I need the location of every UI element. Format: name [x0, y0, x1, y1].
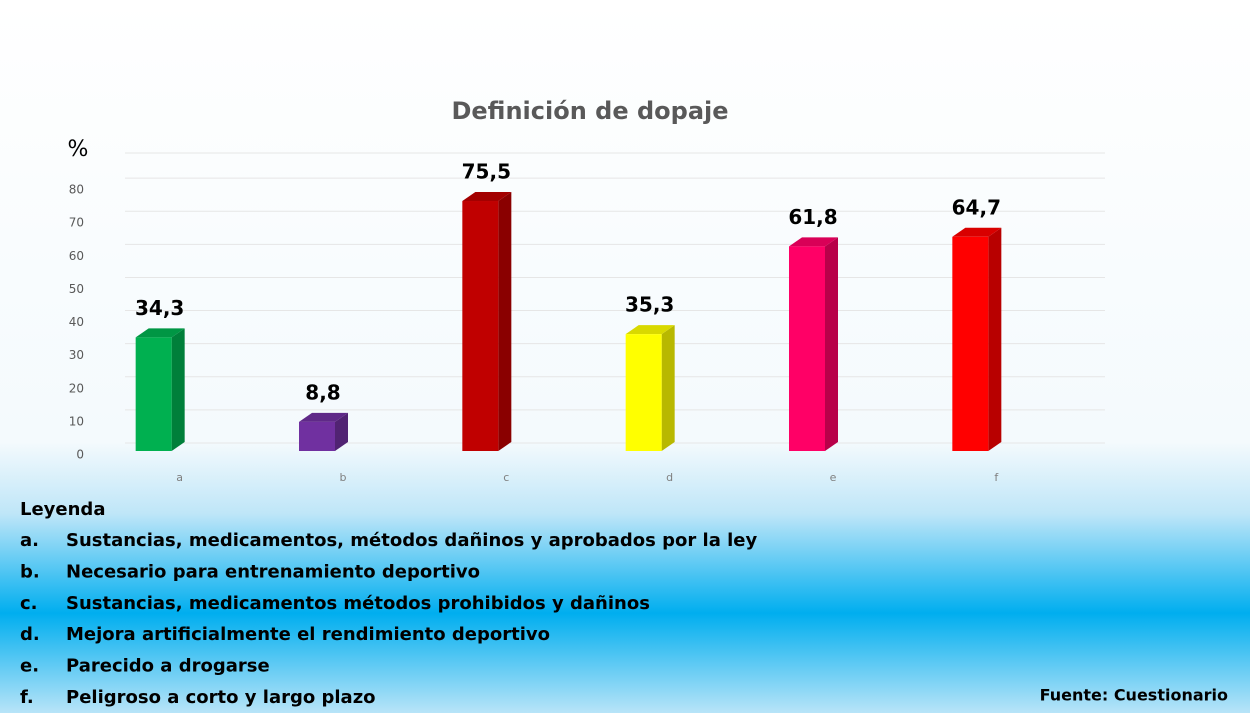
- legend-text: Sustancias, medicamentos métodos prohibi…: [66, 593, 650, 614]
- y-axis-label: %: [68, 137, 89, 162]
- x-tick-label: e: [830, 471, 837, 484]
- y-tick-label: 40: [69, 315, 84, 329]
- bar: [299, 421, 335, 451]
- data-label: 61,8: [788, 205, 837, 229]
- legend-text: Mejora artificialmente el rendimiento de…: [66, 624, 550, 645]
- bar: [789, 246, 825, 451]
- legend-key: d.: [20, 624, 40, 645]
- data-label: 64,7: [952, 195, 1001, 219]
- y-tick-label: 10: [69, 414, 84, 428]
- bar-top: [789, 237, 838, 247]
- bar: [952, 236, 989, 451]
- bar-top: [462, 192, 512, 202]
- y-tick-label: 80: [69, 183, 84, 197]
- bar-top: [625, 325, 675, 335]
- legend-key: c.: [20, 593, 38, 614]
- source: Fuente: Cuestionario: [1040, 686, 1228, 705]
- data-label: 75,5: [462, 160, 511, 184]
- legend-text: Necesario para entrenamiento deportivo: [66, 561, 480, 582]
- legend-title: Leyenda: [20, 499, 105, 520]
- data-label: 35,3: [625, 293, 674, 317]
- data-label: 8,8: [305, 380, 340, 404]
- legend-key: e.: [20, 656, 39, 677]
- y-tick-label: 70: [69, 216, 84, 230]
- bar-side: [661, 325, 675, 451]
- legend-key: f.: [20, 687, 34, 708]
- y-tick-label: 20: [69, 381, 84, 395]
- legend-text: Parecido a drogarse: [66, 656, 270, 677]
- bar: [135, 337, 172, 451]
- x-tick-label: f: [994, 471, 999, 484]
- legend-key: b.: [20, 561, 40, 582]
- x-tick-label: b: [340, 471, 347, 484]
- bar-side: [988, 227, 1002, 451]
- y-tick-label: 50: [69, 282, 84, 296]
- bar: [625, 334, 662, 451]
- data-label: 34,3: [135, 296, 184, 320]
- y-tick-label: 30: [69, 348, 84, 362]
- legend-text: Sustancias, medicamentos, métodos dañino…: [66, 530, 758, 551]
- bar: [462, 201, 499, 451]
- bar-side: [825, 237, 838, 451]
- chart-title: Definición de dopaje: [451, 97, 728, 125]
- bar-side: [335, 412, 348, 451]
- x-tick-label: c: [503, 471, 509, 484]
- bar-side: [171, 328, 185, 451]
- y-tick-label: 60: [69, 249, 84, 263]
- x-tick-label: a: [176, 471, 183, 484]
- bar-top: [299, 412, 348, 422]
- bar-top: [952, 227, 1002, 237]
- legend-key: a.: [20, 530, 39, 551]
- y-tick-label: 0: [76, 448, 84, 462]
- legend-text: Peligroso a corto y largo plazo: [66, 687, 376, 708]
- bar-top: [135, 328, 185, 338]
- bar-side: [498, 192, 512, 451]
- x-tick-label: d: [666, 471, 673, 484]
